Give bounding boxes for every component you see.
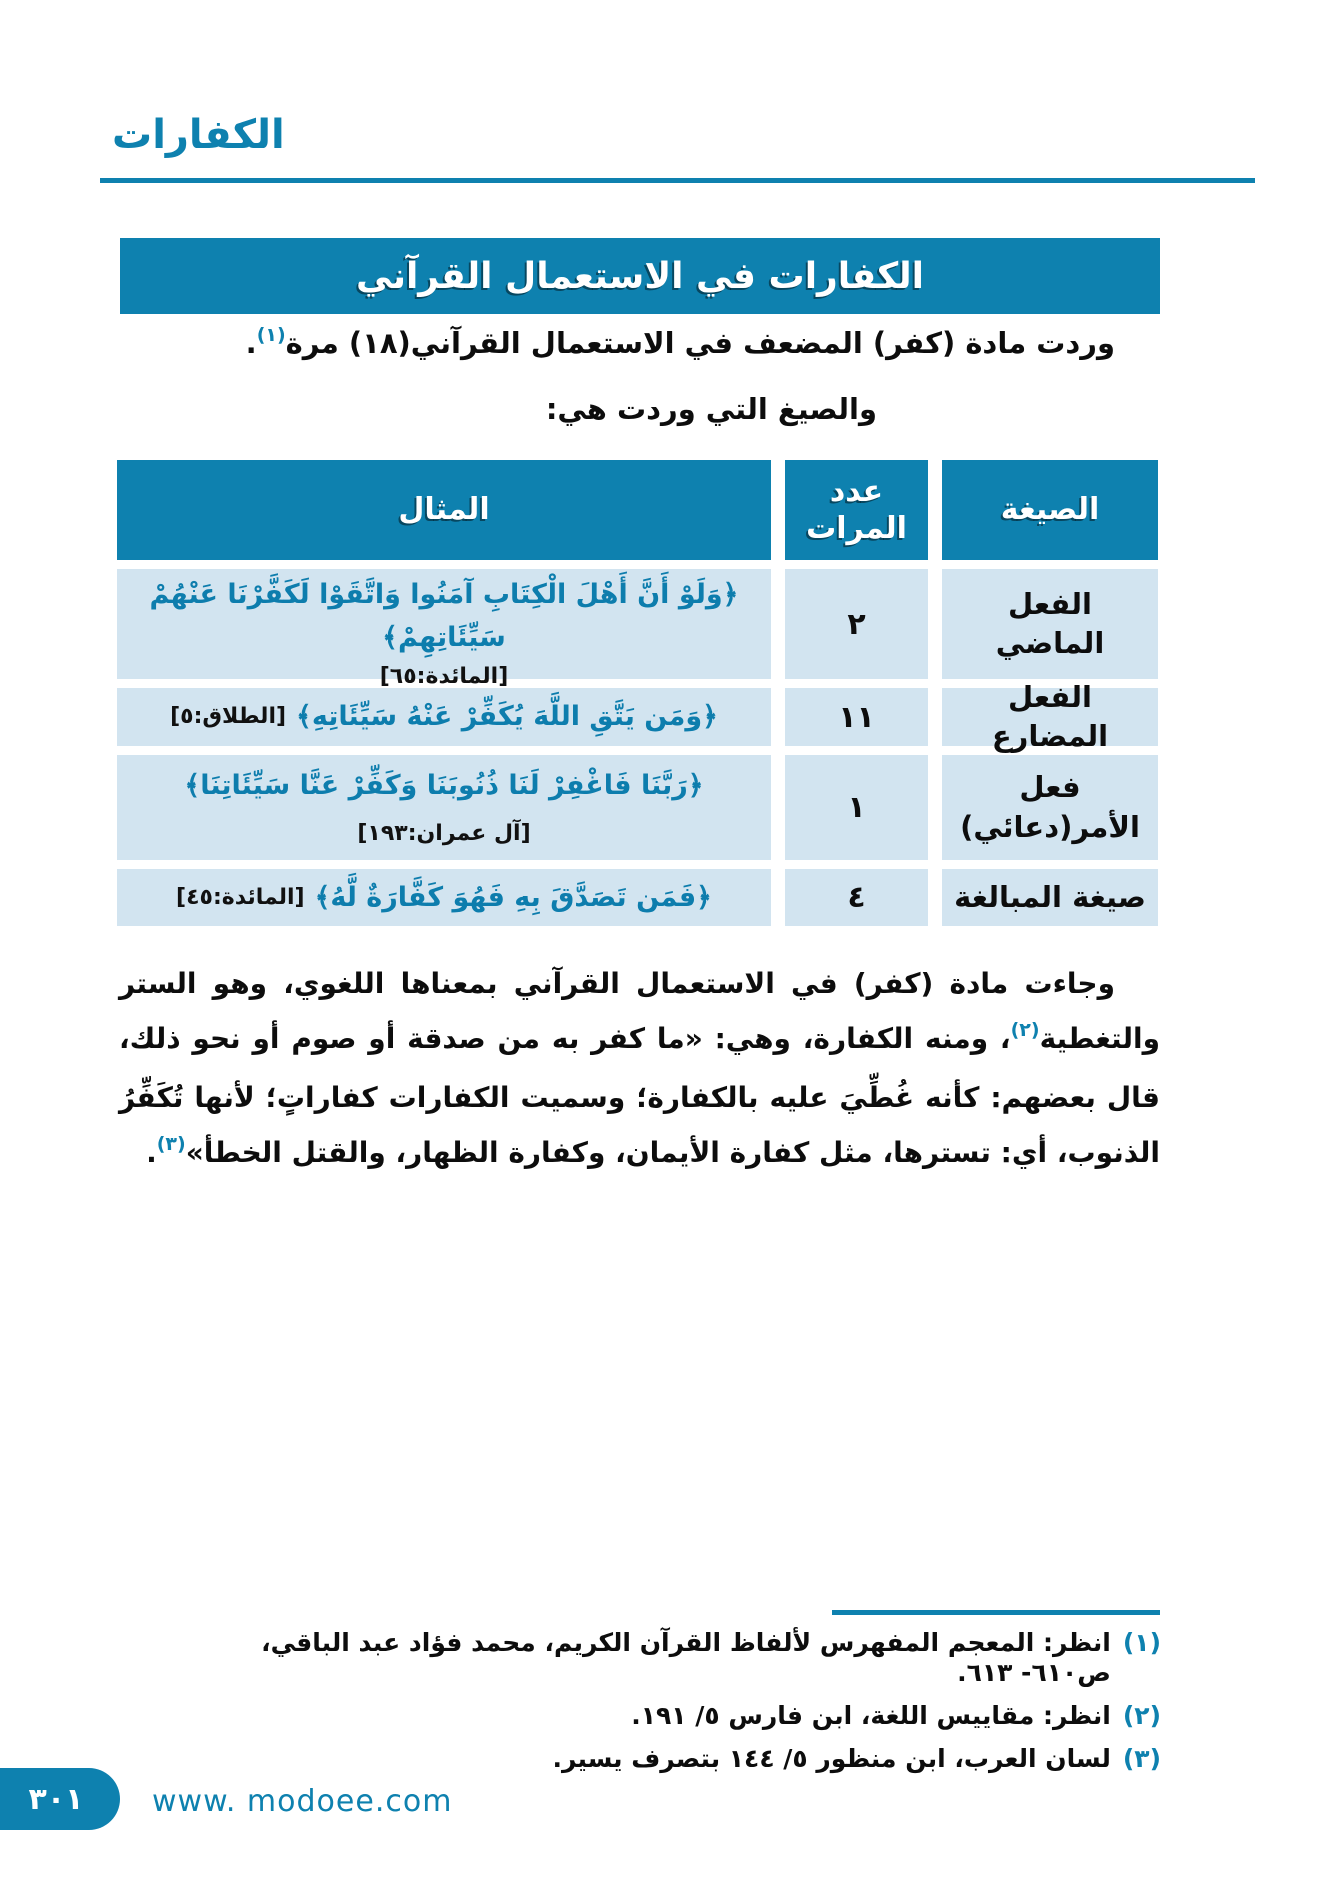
table-header-count: عدد المرات (785, 460, 928, 560)
verse-reference: [الطلاق:٥] (170, 704, 287, 730)
table-row-form: فعل الأمر(دعائي) (942, 755, 1158, 860)
table-row-count: ١ (785, 755, 928, 860)
footnote-text: انظر: المعجم المفهرس لألفاظ القرآن الكري… (261, 1628, 1111, 1687)
table-row-example: ﴿فَمَن تَصَدَّقَ بِهِ فَهُوَ كَفَّارَةٌ … (117, 869, 771, 926)
intro-period: . (245, 326, 257, 360)
quran-verse: ﴿وَلَوْ أَنَّ أَهْلَ الْكِتَابِ آمَنُوا … (149, 579, 739, 654)
footnote-separator (832, 1610, 1160, 1615)
section-title: الكفارات في الاستعمال القرآني (356, 255, 924, 297)
table-row-example: ﴿وَمَن يَتَّقِ اللَّهَ يُكَفِّرْ عَنْهُ … (117, 688, 771, 746)
quran-verse: ﴿فَمَن تَصَدَّقَ بِهِ فَهُوَ كَفَّارَةٌ … (314, 881, 712, 913)
footnote-ref-2: (٢) (1010, 1019, 1040, 1041)
forms-table: الصيغة عدد المرات المثال الفعل الماضي ٢ … (117, 460, 1158, 926)
intro-line-2: والصيغ التي وردت هي: (545, 392, 877, 426)
page-number: ٣٠١ (28, 1781, 84, 1817)
table-row-form: صيغة المبالغة (942, 869, 1158, 926)
footnote-text: لسان العرب، ابن منظور ٥/ ١٤٤ بتصرف يسير. (552, 1744, 1111, 1773)
section-title-bar: الكفارات في الاستعمال القرآني (120, 238, 1160, 314)
table-row-form: الفعل الماضي (942, 569, 1158, 679)
footnote-2: (٢) انظر: مقاييس اللغة، ابن فارس ٥/ ١٩١. (166, 1701, 1161, 1731)
paragraph-text: وجاءت مادة (كفر) في الاستعمال القرآني بم… (119, 967, 1160, 1055)
table-header-example: المثال (117, 460, 771, 560)
intro-text: وردت مادة (كفر) المضعف في الاستعمال القر… (285, 326, 1115, 360)
body-paragraph: وجاءت مادة (كفر) في الاستعمال القرآني بم… (119, 956, 1160, 1184)
footnote-ref-3: (٣) (156, 1133, 186, 1155)
table-header-form: الصيغة (942, 460, 1158, 560)
footnotes: (١) انظر: المعجم المفهرس لألفاظ القرآن ا… (166, 1628, 1161, 1787)
table-row-example: ﴿رَبَّنَا فَاغْفِرْ لَنَا ذُنُوبَنَا وَك… (117, 755, 771, 860)
quran-verse: ﴿وَمَن يَتَّقِ اللَّهَ يُكَفِّرْ عَنْهُ … (296, 701, 718, 733)
footnote-ref-1: (١) (256, 324, 286, 346)
table-row-count: ١١ (785, 688, 928, 746)
verse-reference: [آل عمران:١٩٣] (357, 821, 531, 847)
intro-line-1: وردت مادة (كفر) المضعف في الاستعمال القر… (245, 324, 1115, 360)
footnote-1: (١) انظر: المعجم المفهرس لألفاظ القرآن ا… (166, 1628, 1161, 1688)
running-head-title: الكفارات (112, 112, 285, 158)
running-head-rule (100, 178, 1255, 183)
footnote-3: (٣) لسان العرب، ابن منظور ٥/ ١٤٤ بتصرف ي… (166, 1744, 1161, 1774)
footnote-number: (٣) (1122, 1744, 1161, 1773)
website-url: www. modoee.com (152, 1784, 453, 1819)
footnote-number: (١) (1122, 1628, 1161, 1657)
verse-reference: [المائدة:٤٥] (176, 884, 305, 910)
table-row-example: ﴿وَلَوْ أَنَّ أَهْلَ الْكِتَابِ آمَنُوا … (117, 569, 771, 689)
table-row-form: الفعل المضارع (942, 680, 1158, 753)
table-row-count: ٤ (785, 869, 928, 926)
table-row-count: ٢ (785, 569, 928, 679)
quran-verse: ﴿رَبَّنَا فَاغْفِرْ لَنَا ذُنُوبَنَا وَك… (184, 769, 704, 801)
page-number-badge: ٣٠١ (0, 1768, 120, 1830)
footnote-text: انظر: مقاييس اللغة، ابن فارس ٥/ ١٩١. (631, 1701, 1111, 1730)
verse-reference: [المائدة:٦٥] (379, 664, 509, 690)
footnote-number: (٢) (1122, 1701, 1161, 1730)
paragraph-period: . (146, 1136, 157, 1169)
paragraph-text: ، ومنه الكفارة، وهي: «ما كفر به من صدقة … (119, 1022, 1160, 1169)
